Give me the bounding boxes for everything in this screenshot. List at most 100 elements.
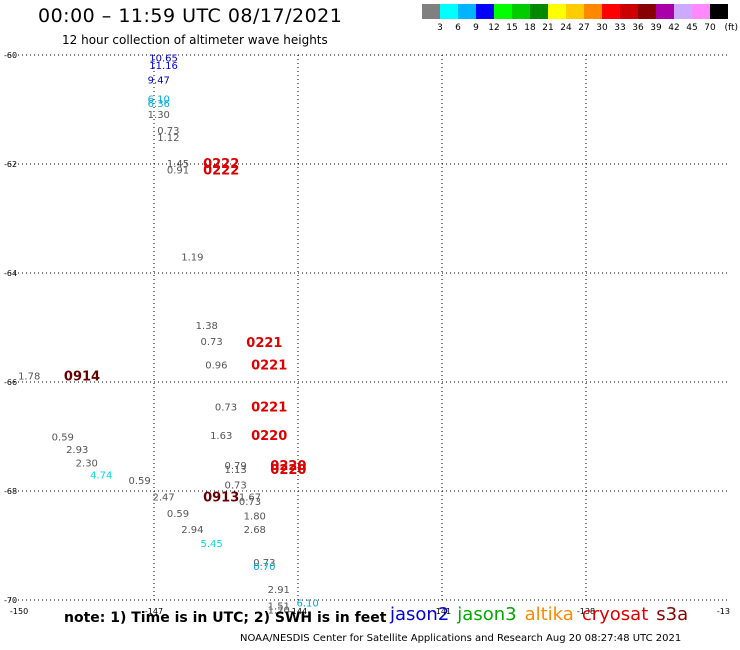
- legend-label: 42: [668, 23, 679, 33]
- legend-label: 24: [560, 23, 572, 33]
- wave-height-label: 1.19: [181, 253, 203, 264]
- pass-time-label: 0220: [270, 459, 306, 474]
- satellite-label-cryosat: cryosat: [581, 604, 649, 625]
- wave-height-label: 6.10: [148, 95, 170, 106]
- wave-height-label: 0.73: [239, 497, 261, 508]
- legend-label: 18: [524, 23, 536, 33]
- y-tick-label: -70: [4, 596, 17, 605]
- legend-swatch: [602, 4, 620, 19]
- wave-height-label: 1.20: [268, 605, 290, 616]
- wave-height-label: 0.73: [253, 558, 275, 569]
- y-tick-label: -62: [4, 160, 17, 169]
- wave-height-label: 1.78: [18, 371, 40, 382]
- pass-time-label: 0221: [251, 401, 287, 416]
- legend-swatch: [638, 4, 656, 19]
- wave-height-label: 2.91: [268, 585, 290, 596]
- wave-height-label: 0.59: [52, 433, 74, 444]
- pass-time-label: 0914: [64, 369, 100, 384]
- color-legend: 3 6 9 12 15 18 21 24 27 30 33 36 39 42 45 70 (ft): [422, 4, 738, 33]
- legend-label: 21: [542, 23, 553, 33]
- satellite-legend: jason2 jason3 altika cryosat s3a: [390, 604, 696, 625]
- wave-height-label: 9.47: [148, 76, 170, 87]
- legend-swatch: [620, 4, 638, 19]
- wave-height-label: 2.47: [152, 492, 174, 503]
- wave-height-label: 0.79: [224, 461, 246, 472]
- wave-height-label: 2.68: [244, 525, 266, 536]
- wave-height-label: 1.80: [244, 512, 266, 523]
- satellite-label-jason3: jason3: [457, 604, 517, 625]
- wave-height-label: 0.96: [205, 361, 227, 372]
- x-tick-label: -144: [289, 607, 307, 616]
- legend-swatch: [548, 4, 566, 19]
- legend-label: 33: [614, 23, 625, 33]
- legend-label: 45: [686, 23, 697, 33]
- wave-height-label: 2.93: [66, 445, 88, 456]
- wave-height-label: 0.59: [128, 476, 150, 487]
- legend-swatch: [566, 4, 584, 19]
- wave-height-label: 0.73: [224, 480, 246, 491]
- wave-height-label: 1.12: [157, 133, 179, 144]
- legend-label: 3: [437, 23, 443, 33]
- wave-height-label: 1.38: [196, 321, 218, 332]
- legend-label: 70: [704, 23, 716, 33]
- wave-height-label: 0.59: [167, 509, 189, 520]
- page-title: 00:00 – 11:59 UTC 08/17/2021: [38, 5, 343, 27]
- y-tick-label: -68: [4, 487, 17, 496]
- legend-swatch: [692, 4, 710, 19]
- wave-height-label: 1.63: [210, 431, 232, 442]
- x-tick-label: -141: [433, 607, 451, 616]
- wave-height-label: 10.65: [149, 54, 178, 65]
- satellite-label-altika: altika: [524, 604, 574, 625]
- legend-label: 6: [455, 23, 461, 33]
- x-tick-label: -150: [10, 607, 28, 616]
- wave-height-label: 2.94: [181, 525, 203, 536]
- wave-height-label: 1.51: [268, 601, 290, 612]
- satellite-label-s3a: s3a: [656, 604, 689, 625]
- legend-swatch: [656, 4, 674, 19]
- legend-swatch: [476, 4, 494, 19]
- wave-height-label: 11.16: [149, 61, 178, 72]
- wave-height-label: 5.45: [200, 539, 222, 550]
- legend-swatch: [422, 4, 440, 19]
- legend-label: 9: [473, 23, 479, 33]
- y-tick-label: -64: [4, 269, 17, 278]
- y-tick-label: -66: [4, 378, 17, 387]
- satellite-label-jason2: jason2: [390, 604, 450, 625]
- footer-note: note: 1) Time is in UTC; 2) SWH is in fe…: [64, 610, 387, 626]
- legend-swatch: [512, 4, 530, 19]
- legend-label: 12: [488, 23, 499, 33]
- wave-height-label: 4.74: [90, 471, 112, 482]
- wave-height-label: 0.73: [200, 337, 222, 348]
- legend-swatch: [458, 4, 476, 19]
- legend-swatch: [710, 4, 728, 19]
- legend-label: 27: [578, 23, 589, 33]
- x-tick-label: -13: [717, 607, 730, 616]
- legend-unit-label: (ft): [724, 23, 738, 33]
- legend-swatch: [494, 4, 512, 19]
- wave-height-label: 1.45: [167, 159, 189, 170]
- legend-swatch: [674, 4, 692, 19]
- pass-time-label: 0913: [203, 490, 239, 505]
- pass-time-label: 0220: [270, 463, 306, 478]
- legend-label: 30: [596, 23, 608, 33]
- pass-time-label: 0221: [251, 359, 287, 374]
- wave-height-label: 1.67: [239, 492, 261, 503]
- legend-swatch: [440, 4, 458, 19]
- pass-time-label: 0222: [203, 163, 239, 178]
- wave-height-label: 1.30: [148, 110, 170, 121]
- page-subtitle: 12 hour collection of altimeter wave hei…: [62, 33, 328, 47]
- wave-height-label: 6.10: [296, 599, 318, 610]
- wave-height-label: 0.73: [215, 403, 237, 414]
- pass-time-label: 0220: [251, 429, 287, 444]
- y-tick-label: -60: [4, 51, 17, 60]
- footer-credit: NOAA/NESDIS Center for Satellite Applica…: [240, 633, 682, 644]
- wave-height-label: 6.36: [148, 99, 170, 110]
- legend-label: 15: [506, 23, 517, 33]
- pass-time-label: 0222: [203, 157, 239, 172]
- legend-swatch: [530, 4, 548, 19]
- wave-height-label: 1.13: [224, 465, 246, 476]
- wave-height-label: 2.30: [76, 459, 98, 470]
- pass-time-label: 0221: [246, 336, 282, 351]
